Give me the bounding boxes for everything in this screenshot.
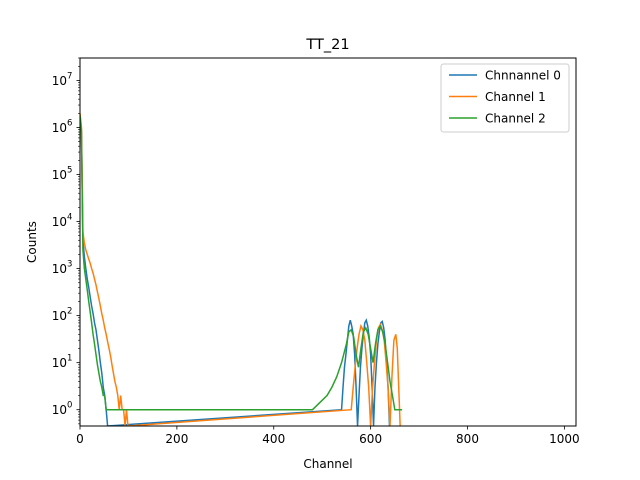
y-tick-label: 10 bbox=[52, 356, 67, 370]
y-tick-exponent: 6 bbox=[67, 118, 72, 128]
y-tick-exponent: 7 bbox=[67, 71, 72, 81]
y-axis-label: Counts bbox=[25, 221, 39, 263]
x-tick-label: 1000 bbox=[549, 432, 580, 446]
legend: Chnnannel 0 Channel 1 Channel 2 bbox=[440, 63, 570, 133]
x-tick-label: 200 bbox=[165, 432, 188, 446]
x-axis: 0 200 400 600 800 1000 bbox=[76, 426, 580, 446]
y-tick-exponent: 4 bbox=[67, 213, 72, 223]
y-tick-label: 10 bbox=[52, 74, 67, 88]
y-tick-label: 10 bbox=[52, 215, 67, 229]
y-tick-exponent: 3 bbox=[67, 260, 72, 270]
y-tick-label: 10 bbox=[52, 403, 67, 417]
legend-box bbox=[440, 63, 570, 133]
y-tick-exponent: 1 bbox=[67, 354, 72, 364]
y-tick-exponent: 5 bbox=[67, 166, 72, 176]
y-tick-exponent: 0 bbox=[67, 401, 72, 411]
x-tick-label: 400 bbox=[262, 432, 285, 446]
legend-label: Channel 1 bbox=[485, 90, 546, 104]
legend-label: Channel 2 bbox=[485, 112, 546, 126]
series-line-0 bbox=[80, 117, 391, 426]
series-line-2 bbox=[80, 115, 403, 411]
y-tick-label: 10 bbox=[52, 168, 67, 182]
x-tick-label: 800 bbox=[456, 432, 479, 446]
y-tick-label: 10 bbox=[52, 121, 67, 135]
x-tick-label: 600 bbox=[359, 432, 382, 446]
plot-frame bbox=[79, 57, 577, 427]
legend-label: Chnnannel 0 bbox=[485, 69, 561, 83]
x-axis-label: Channel bbox=[303, 457, 352, 471]
y-tick-label: 10 bbox=[52, 309, 67, 323]
y-tick-label: 10 bbox=[52, 262, 67, 276]
series-layer bbox=[80, 113, 403, 426]
chart-title: TT_21 bbox=[305, 37, 349, 53]
y-tick-exponent: 2 bbox=[67, 307, 72, 317]
x-tick-label: 0 bbox=[76, 432, 84, 446]
